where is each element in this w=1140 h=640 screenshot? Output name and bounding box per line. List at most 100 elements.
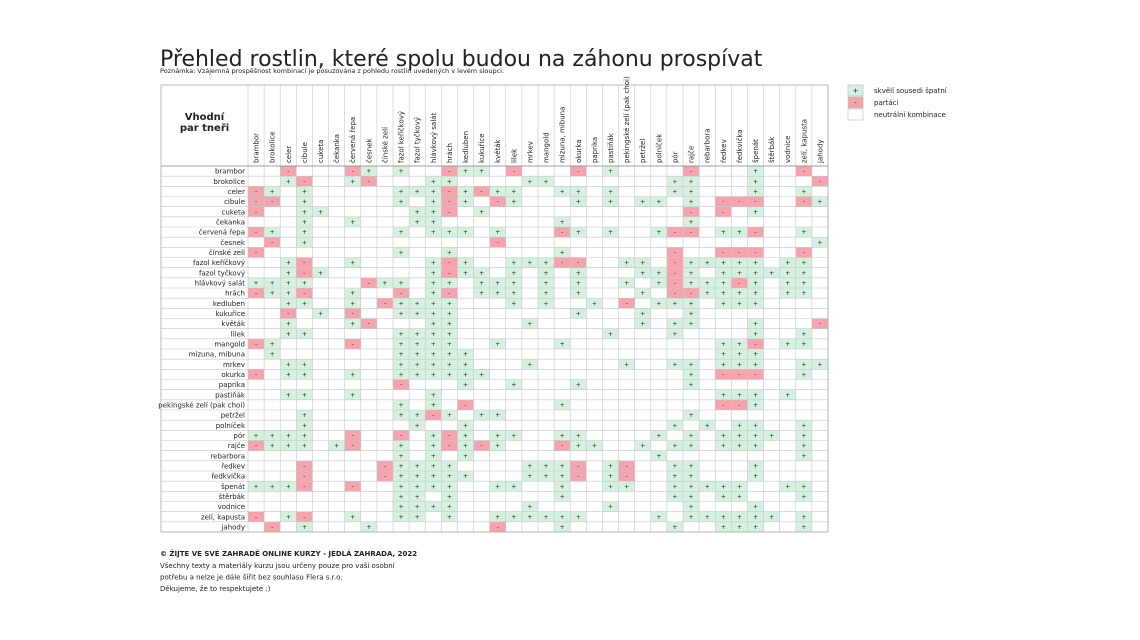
cell-symbol: + — [302, 371, 307, 378]
cell-symbol: + — [431, 290, 436, 297]
cell-symbol: + — [705, 280, 710, 287]
cell-symbol: + — [415, 310, 420, 317]
cell-symbol: + — [689, 219, 694, 226]
cell-symbol: + — [753, 402, 758, 409]
cell-symbol: - — [303, 270, 305, 277]
cell-symbol: + — [801, 524, 806, 531]
cell-symbol: + — [415, 412, 420, 419]
cell-fill — [731, 399, 748, 410]
cell-fill — [296, 460, 313, 471]
cell-symbol: + — [447, 310, 452, 317]
cell-fill — [602, 501, 619, 512]
row-label: štěrbák — [219, 493, 246, 501]
cell-fill — [554, 227, 571, 238]
cell-fill — [280, 166, 297, 177]
cell-fill — [795, 369, 812, 380]
cell-symbol: + — [672, 331, 677, 338]
row-label: fazol keříčkový — [193, 259, 245, 267]
cell-fill — [393, 369, 410, 380]
cell-symbol: - — [448, 168, 450, 175]
cell-symbol: - — [255, 199, 257, 206]
cell-fill — [683, 379, 700, 390]
cell-fill — [393, 379, 410, 390]
cell-symbol: + — [463, 473, 468, 480]
cell-fill — [248, 247, 265, 258]
cell-symbol: + — [640, 321, 645, 328]
cell-symbol: + — [399, 514, 404, 521]
cell-fill — [795, 440, 812, 451]
cell-symbol: + — [479, 290, 484, 297]
cell-symbol: + — [415, 351, 420, 358]
cell-symbol: + — [399, 249, 404, 256]
cell-symbol: + — [560, 463, 565, 470]
cell-symbol: + — [415, 504, 420, 511]
cell-fill — [489, 237, 506, 248]
cell-symbol: + — [656, 229, 661, 236]
cell-fill — [409, 328, 426, 339]
cell-symbol: + — [753, 290, 758, 297]
cell-fill — [666, 227, 683, 238]
cell-fill — [441, 206, 458, 217]
cell-fill — [425, 369, 442, 380]
cell-fill — [779, 481, 796, 492]
column-label: hlávkový salát — [430, 112, 438, 163]
cell-fill — [425, 481, 442, 492]
row-label: česnek — [220, 239, 246, 247]
cell-fill — [393, 491, 410, 502]
cell-symbol: - — [722, 199, 724, 206]
cell-symbol: + — [399, 402, 404, 409]
cell-symbol: - — [497, 239, 499, 246]
cell-fill — [779, 338, 796, 349]
cell-fill — [715, 257, 732, 268]
cell-symbol: + — [801, 361, 806, 368]
cell-symbol: + — [495, 341, 500, 348]
cell-symbol: + — [624, 361, 629, 368]
cell-symbol: + — [753, 392, 758, 399]
cell-symbol: + — [560, 341, 565, 348]
cell-fill — [763, 430, 780, 441]
cell-symbol: - — [674, 270, 676, 277]
cell-symbol: + — [737, 341, 742, 348]
cell-symbol: - — [303, 483, 305, 490]
cell-symbol: + — [302, 524, 307, 531]
cell-symbol: + — [769, 514, 774, 521]
cell-fill — [360, 176, 377, 187]
cell-fill — [280, 267, 297, 278]
cell-fill — [747, 389, 764, 400]
cell-symbol: + — [463, 382, 468, 389]
cell-fill — [409, 501, 426, 512]
cell-symbol: + — [270, 443, 275, 450]
cell-symbol: + — [705, 514, 710, 521]
cell-symbol: + — [415, 219, 420, 226]
cell-symbol: + — [431, 188, 436, 195]
cell-symbol: + — [753, 260, 758, 267]
cell-fill — [521, 460, 538, 471]
cell-symbol: + — [753, 361, 758, 368]
cell-fill — [376, 460, 393, 471]
cell-symbol: + — [431, 219, 436, 226]
cell-symbol: + — [737, 290, 742, 297]
footer-line: potřebu a nelze je dále šířit bez souhla… — [160, 574, 342, 582]
cell-fill — [312, 308, 329, 319]
cell-fill — [666, 328, 683, 339]
cell-fill — [457, 166, 474, 177]
cell-fill — [505, 196, 522, 207]
cell-symbol: - — [287, 168, 289, 175]
cell-symbol: - — [738, 199, 740, 206]
cell-fill — [409, 216, 426, 227]
cell-symbol: + — [544, 463, 549, 470]
cell-symbol: + — [801, 260, 806, 267]
cell-symbol: + — [431, 473, 436, 480]
column-label: štěrbák — [768, 136, 776, 163]
cell-fill — [795, 166, 812, 177]
cell-symbol: + — [447, 463, 452, 470]
cell-fill — [731, 349, 748, 360]
cell-fill — [264, 338, 281, 349]
cell-fill — [296, 237, 313, 248]
cell-fill — [731, 267, 748, 278]
cell-symbol: - — [690, 290, 692, 297]
cell-fill — [538, 460, 555, 471]
cell-fill — [602, 471, 619, 482]
cell-fill — [425, 410, 442, 421]
row-label: pekingské zelí (pak choi) — [158, 401, 245, 409]
